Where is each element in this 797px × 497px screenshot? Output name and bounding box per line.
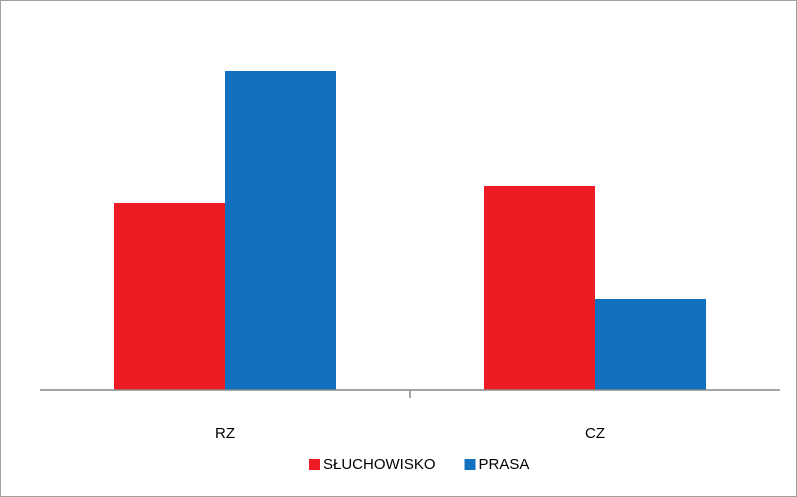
legend-swatch (464, 459, 476, 470)
legend-label: PRASA (479, 456, 530, 473)
x-tick-label: RZ (215, 425, 235, 442)
x-tick-label: CZ (585, 425, 605, 442)
legend-swatch (309, 459, 320, 470)
legend-label: SŁUCHOWISKO (323, 456, 436, 473)
bar (484, 186, 595, 390)
bar (595, 299, 706, 390)
bar (114, 203, 225, 390)
bar (225, 71, 336, 390)
